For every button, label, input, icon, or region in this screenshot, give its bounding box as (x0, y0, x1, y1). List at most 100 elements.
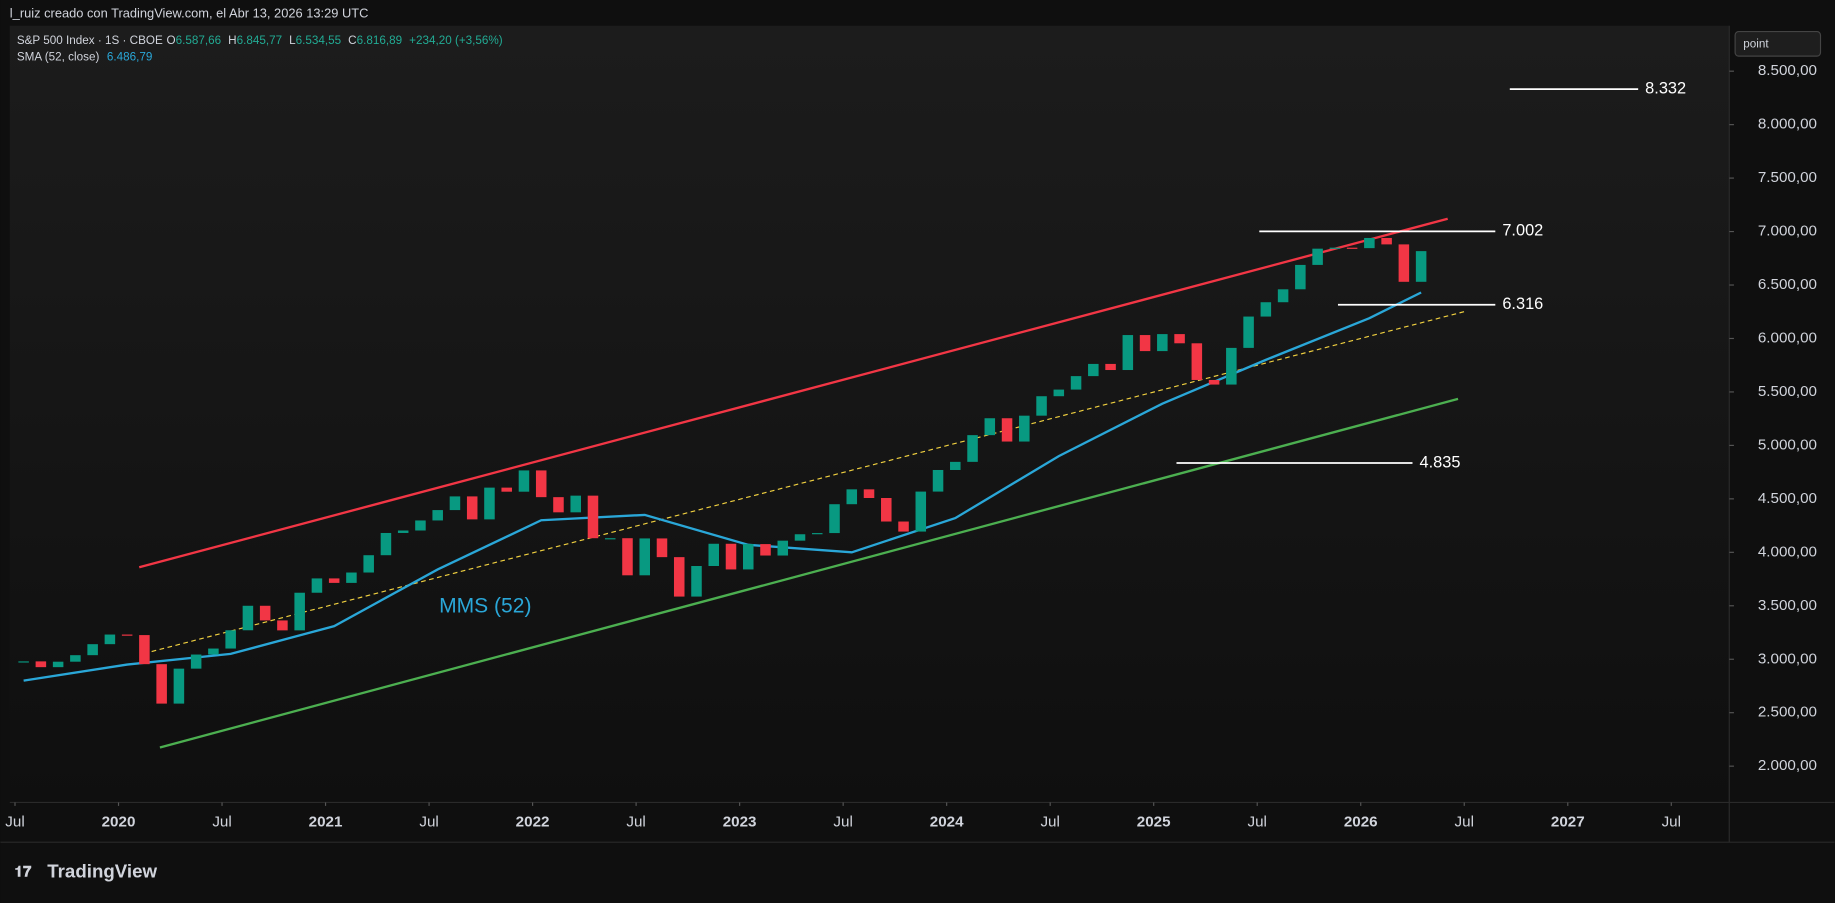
candle (259, 605, 271, 621)
candle (725, 543, 737, 570)
ohlc-key: C (348, 34, 356, 47)
candle (1053, 389, 1065, 397)
candle (1019, 415, 1030, 442)
indicator-value: 6.486,79 (107, 50, 152, 63)
candle (553, 497, 564, 513)
candle (1260, 302, 1272, 317)
candle (18, 661, 29, 663)
candle (1243, 316, 1254, 348)
candle (432, 510, 443, 521)
candle (708, 543, 720, 567)
x-tick-label: 2020 (102, 813, 136, 830)
candle (35, 661, 47, 668)
x-tick-label: Jul (1455, 813, 1474, 830)
candle (501, 487, 512, 492)
x-tick-label: Jul (419, 813, 438, 830)
ohlc-value: 6.845,77 (237, 34, 283, 47)
ohlc-legend: O 6.587,66 H 6.845,77 L 6.534,55 C 6.816,89 +234… (167, 34, 503, 47)
candle (984, 418, 996, 436)
x-tick-label: 2027 (1551, 813, 1585, 830)
candle (328, 578, 340, 583)
candle (587, 495, 599, 539)
candle (622, 538, 633, 576)
candle (673, 557, 685, 597)
y-tick-label: 8.000,00 (1758, 116, 1817, 133)
y-tick-label: 5.000,00 (1758, 436, 1817, 453)
plot: MMS (52) 8.332 7.002 6.316 4.835 (18, 79, 1686, 749)
y-tick-label: 8.500,00 (1758, 62, 1817, 79)
candle (794, 534, 806, 541)
x-tick-label: 2021 (309, 813, 343, 830)
candle (156, 664, 167, 704)
candle (277, 620, 288, 631)
candle (1122, 335, 1134, 371)
candle (1174, 334, 1185, 344)
candle (294, 592, 305, 631)
x-tick-label: 2026 (1344, 813, 1378, 830)
x-tick-label: Jul (833, 813, 852, 830)
candle (1364, 237, 1375, 249)
candle (1295, 264, 1306, 290)
credit: l_ruiz creado con TradingView.com, el Ab… (10, 5, 369, 20)
pane (9, 25, 1730, 803)
candle (1139, 335, 1151, 352)
candle (121, 634, 133, 636)
level-label: 8.332 (1645, 79, 1686, 97)
level-label: 4.835 (1420, 453, 1461, 471)
candle (1226, 347, 1237, 385)
candle (225, 630, 236, 649)
candle (449, 496, 461, 511)
logo-mark: 𝟏𝟕 (15, 864, 32, 881)
y-tick-label: 7.000,00 (1758, 223, 1817, 240)
candle (1398, 244, 1410, 282)
x-tick-label: 2025 (1137, 813, 1171, 830)
candle (1277, 289, 1289, 303)
candle (742, 544, 754, 570)
candle (242, 605, 254, 631)
candle (639, 538, 650, 576)
candle (1088, 363, 1099, 377)
candle (777, 540, 789, 556)
candle (208, 648, 219, 655)
unit-label: point (1743, 38, 1769, 51)
candle (967, 435, 978, 462)
candle (466, 496, 478, 520)
candle (1346, 247, 1358, 249)
y-tick-label: 2.000,00 (1758, 757, 1817, 774)
candle (1381, 237, 1392, 245)
trendline (138, 217, 1448, 569)
x-tick-label: 2023 (723, 813, 757, 830)
candle (829, 504, 840, 534)
candle (604, 538, 616, 540)
y-tick-label: 3.500,00 (1758, 597, 1817, 614)
y-tick-label: 7.500,00 (1758, 169, 1817, 186)
candle (1415, 251, 1427, 282)
candle (87, 644, 98, 656)
brand: TradingView (47, 861, 157, 882)
x-tick-label: Jul (626, 813, 645, 830)
candle (950, 461, 961, 470)
candle (1036, 396, 1047, 416)
y-tick-label: 2.500,00 (1758, 704, 1817, 721)
candle (415, 520, 426, 531)
candle (932, 469, 944, 492)
ohlc-key: H (228, 34, 236, 47)
candle (846, 489, 858, 505)
candle (760, 544, 771, 556)
candle (1157, 334, 1168, 352)
y-tick-label: 6.000,00 (1758, 329, 1817, 346)
level-label: 7.002 (1502, 222, 1543, 240)
x-tick-label: Jul (212, 813, 231, 830)
candle (1191, 343, 1203, 380)
sma-annotation: MMS (52) (439, 595, 531, 618)
candle (570, 495, 581, 513)
candle (52, 661, 64, 668)
ohlc-key: L (289, 34, 296, 47)
trendline (159, 397, 1459, 749)
candle (139, 635, 150, 665)
candle (104, 634, 116, 645)
candle (1001, 418, 1013, 442)
unit-button[interactable] (1734, 30, 1822, 57)
